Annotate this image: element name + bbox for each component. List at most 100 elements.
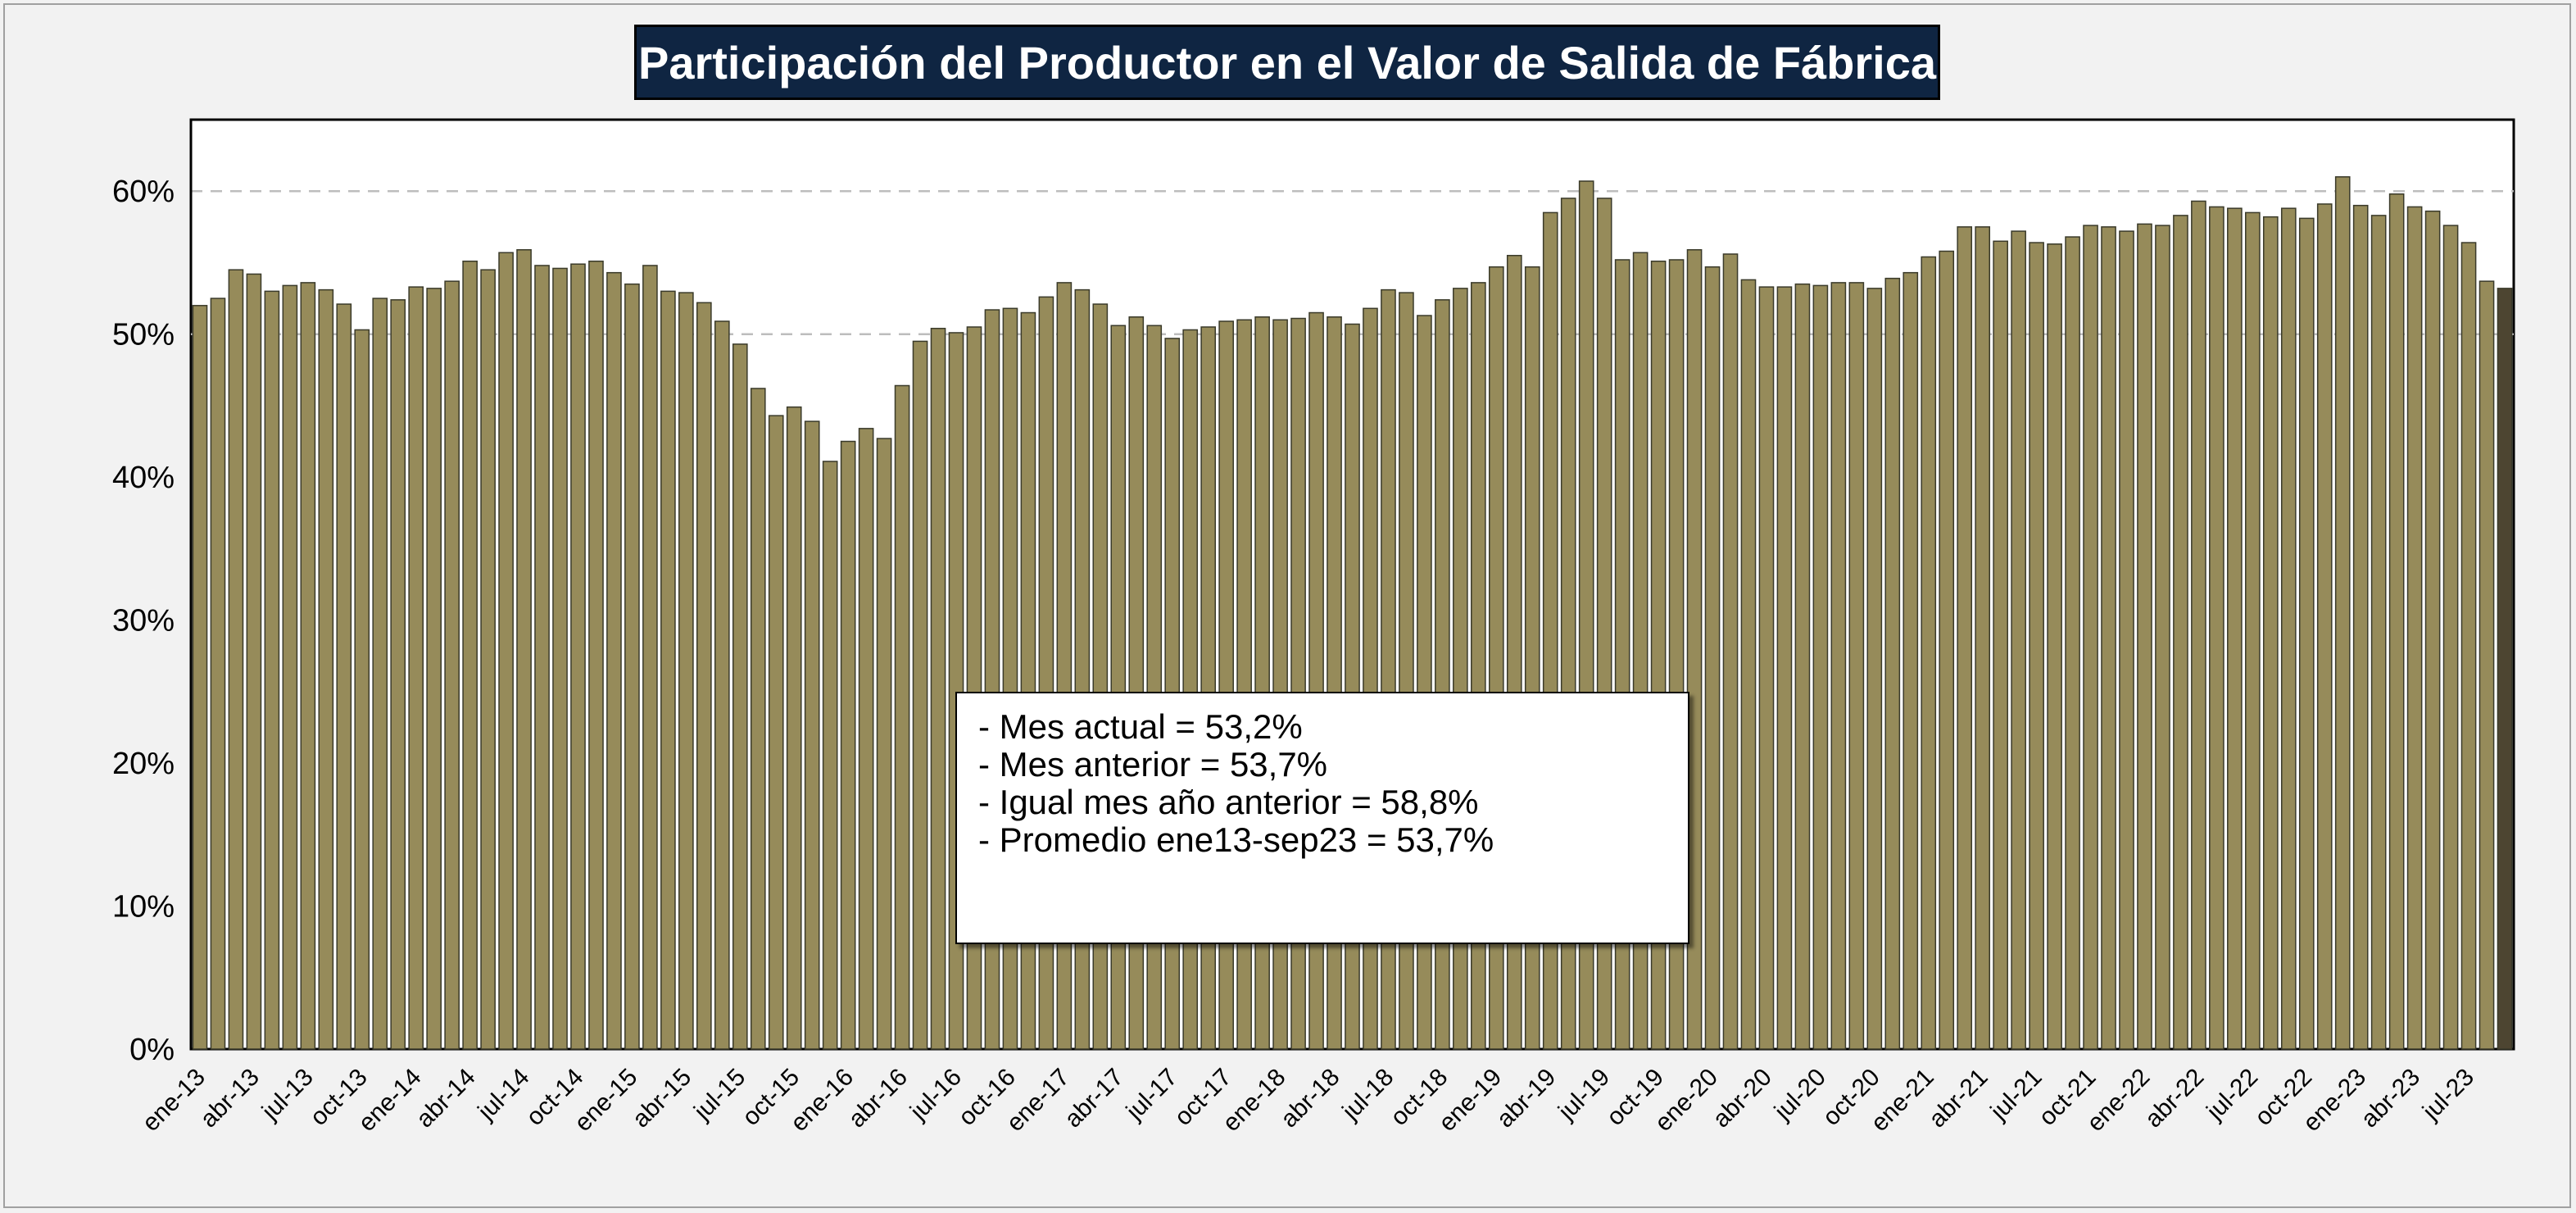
- bar: [498, 252, 514, 1050]
- bar: [588, 260, 604, 1050]
- bar: [1993, 240, 2008, 1050]
- x-tick-label: abr-13: [195, 1064, 265, 1133]
- bar: [2298, 217, 2315, 1050]
- bar: [840, 440, 856, 1050]
- bar: [2334, 176, 2351, 1050]
- bar: [1957, 226, 1973, 1050]
- x-tick-label: jul-23: [2417, 1064, 2479, 1126]
- bar: [2227, 207, 2243, 1050]
- bar: [192, 305, 208, 1050]
- y-tick-label: 60%: [112, 175, 175, 209]
- bar: [1722, 253, 1739, 1050]
- bar: [1812, 284, 1829, 1050]
- bar: [2209, 206, 2225, 1050]
- bar: [912, 340, 928, 1050]
- bar: [2478, 280, 2495, 1050]
- bar: [2245, 211, 2261, 1050]
- bar: [2119, 230, 2134, 1050]
- bar: [624, 283, 640, 1050]
- x-tick-label: abr-23: [2356, 1064, 2425, 1133]
- x-tick-label: abr-15: [628, 1064, 697, 1133]
- bar: [1903, 271, 1919, 1050]
- bar: [1686, 249, 1703, 1050]
- bar: [2352, 204, 2369, 1050]
- bar: [822, 461, 838, 1050]
- bar: [606, 271, 622, 1050]
- bar: [1830, 282, 1847, 1050]
- y-tick-label: 10%: [112, 890, 175, 925]
- bar: [876, 438, 892, 1050]
- bar: [750, 388, 766, 1050]
- bar: [444, 280, 460, 1050]
- summary-average: - Promedio ene13-sep23 = 53,7%: [978, 820, 1494, 859]
- x-tick-label: abr-20: [1708, 1064, 1777, 1133]
- bar: [318, 288, 334, 1050]
- bar: [660, 290, 676, 1050]
- bar: [264, 290, 280, 1050]
- bar: [2406, 206, 2423, 1050]
- bar: [516, 249, 532, 1050]
- bar: [1776, 286, 1793, 1050]
- summary-current-month: - Mes actual = 53,2%: [978, 707, 1303, 746]
- chart-title: Participación del Productor en el Valor …: [634, 25, 1940, 100]
- bar: [2011, 230, 2026, 1050]
- bar: [2047, 243, 2062, 1050]
- bar: [1758, 286, 1775, 1050]
- bar: [246, 273, 262, 1050]
- bar: [2424, 210, 2441, 1050]
- y-tick-label: 30%: [112, 604, 175, 638]
- bar: [570, 263, 586, 1050]
- bar: [1740, 279, 1757, 1050]
- bar: [354, 329, 370, 1050]
- bar: [2262, 216, 2279, 1050]
- bar: [894, 384, 910, 1050]
- bar: [2155, 225, 2170, 1050]
- x-tick-label: abr-19: [1492, 1064, 1562, 1133]
- bar: [858, 428, 874, 1050]
- bar: [2029, 242, 2044, 1050]
- bar: [2388, 193, 2405, 1050]
- bar: [2065, 236, 2080, 1050]
- summary-same-month-last-year: - Igual mes año anterior = 58,8%: [978, 783, 1479, 821]
- bar: [1884, 277, 1901, 1050]
- bar: [768, 415, 784, 1050]
- x-tick-label: abr-16: [843, 1064, 913, 1133]
- bar: [1975, 226, 1991, 1050]
- bar: [1848, 282, 1865, 1050]
- y-tick-label: 50%: [112, 318, 175, 352]
- bars: [192, 176, 2513, 1050]
- y-tick-label: 0%: [129, 1033, 175, 1067]
- x-tick-label: abr-17: [1059, 1064, 1129, 1133]
- bar: [804, 420, 820, 1050]
- bar: [426, 288, 442, 1050]
- bar: [786, 406, 802, 1050]
- bar: [2083, 225, 2098, 1050]
- x-tick-label: abr-21: [1924, 1064, 1993, 1133]
- bar: [1794, 283, 1811, 1050]
- bar: [1939, 250, 1955, 1050]
- x-tick-label: abr-18: [1276, 1064, 1345, 1133]
- summary-previous-month: - Mes anterior = 53,7%: [978, 745, 1328, 784]
- summary-box: - Mes actual = 53,2% - Mes anterior = 53…: [955, 692, 1689, 944]
- bar: [2137, 223, 2152, 1050]
- bar: [2101, 226, 2116, 1050]
- bar: [1704, 266, 1721, 1050]
- bar: [1921, 256, 1937, 1050]
- bar: [1866, 288, 1883, 1050]
- bar: [336, 303, 352, 1050]
- y-tick-label: 40%: [112, 461, 175, 495]
- x-tick-label: abr-14: [411, 1064, 481, 1133]
- x-tick-label: ene-13: [138, 1064, 211, 1137]
- bar: [480, 269, 496, 1050]
- bar: [714, 320, 730, 1050]
- y-tick-label: 20%: [112, 747, 175, 781]
- x-tick-label: abr-22: [2140, 1064, 2210, 1133]
- bar: [534, 265, 550, 1050]
- bar: [642, 265, 658, 1050]
- bar: [930, 327, 946, 1050]
- bar: [2460, 242, 2477, 1050]
- bar: [300, 282, 316, 1050]
- bar: [2370, 215, 2387, 1050]
- bar: [552, 267, 568, 1050]
